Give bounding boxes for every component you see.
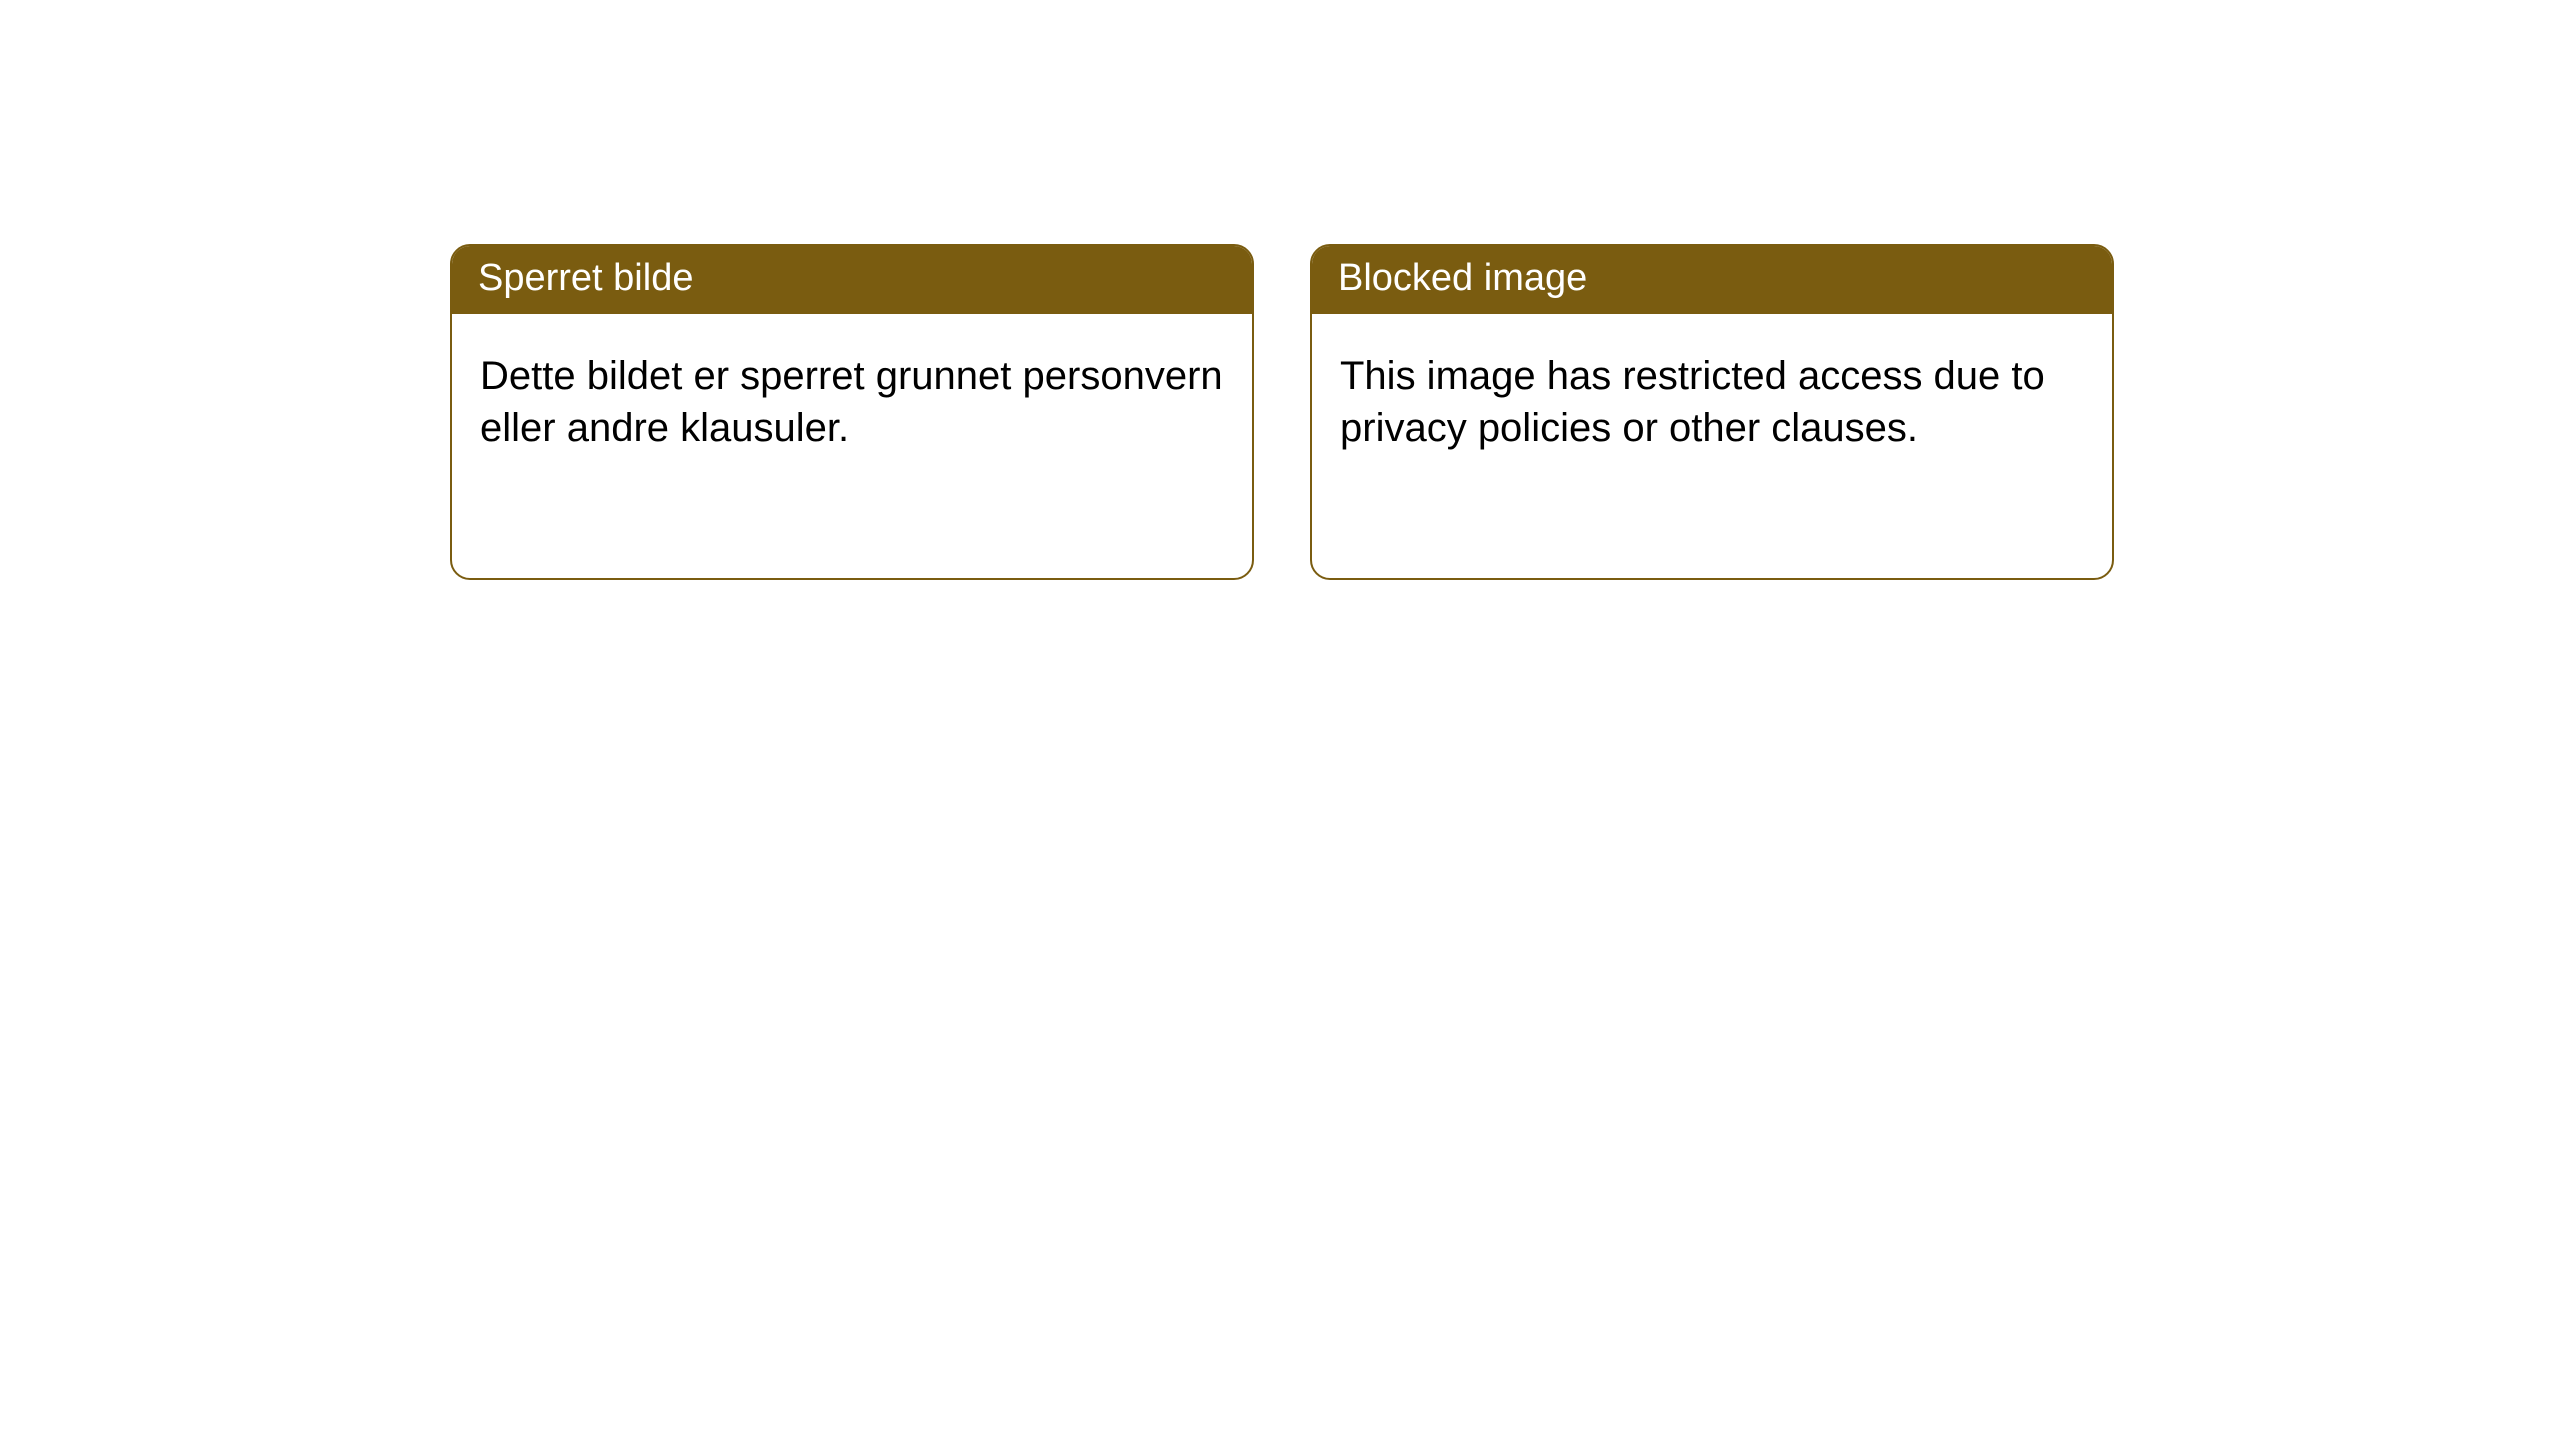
card-title: Blocked image (1338, 257, 1587, 299)
card-header-norwegian: Sperret bilde (452, 246, 1252, 314)
card-title: Sperret bilde (478, 257, 693, 299)
notice-container: Sperret bilde Dette bildet er sperret gr… (0, 0, 2560, 580)
notice-card-norwegian: Sperret bilde Dette bildet er sperret gr… (450, 244, 1254, 580)
card-header-english: Blocked image (1312, 246, 2112, 314)
card-body-norwegian: Dette bildet er sperret grunnet personve… (452, 314, 1252, 490)
card-message: Dette bildet er sperret grunnet personve… (480, 354, 1223, 450)
card-message: This image has restricted access due to … (1340, 354, 2045, 450)
card-body-english: This image has restricted access due to … (1312, 314, 2112, 490)
notice-card-english: Blocked image This image has restricted … (1310, 244, 2114, 580)
